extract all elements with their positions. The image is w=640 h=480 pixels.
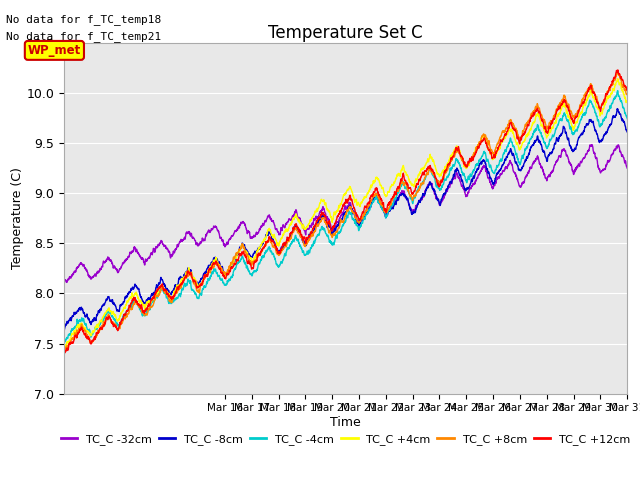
- Text: WP_met: WP_met: [28, 44, 81, 57]
- Legend: TC_C -32cm, TC_C -8cm, TC_C -4cm, TC_C +4cm, TC_C +8cm, TC_C +12cm: TC_C -32cm, TC_C -8cm, TC_C -4cm, TC_C +…: [56, 430, 635, 449]
- Y-axis label: Temperature (C): Temperature (C): [11, 168, 24, 269]
- Title: Temperature Set C: Temperature Set C: [268, 24, 423, 42]
- Text: No data for f_TC_temp21: No data for f_TC_temp21: [6, 31, 162, 42]
- Text: No data for f_TC_temp18: No data for f_TC_temp18: [6, 14, 162, 25]
- X-axis label: Time: Time: [330, 416, 361, 429]
